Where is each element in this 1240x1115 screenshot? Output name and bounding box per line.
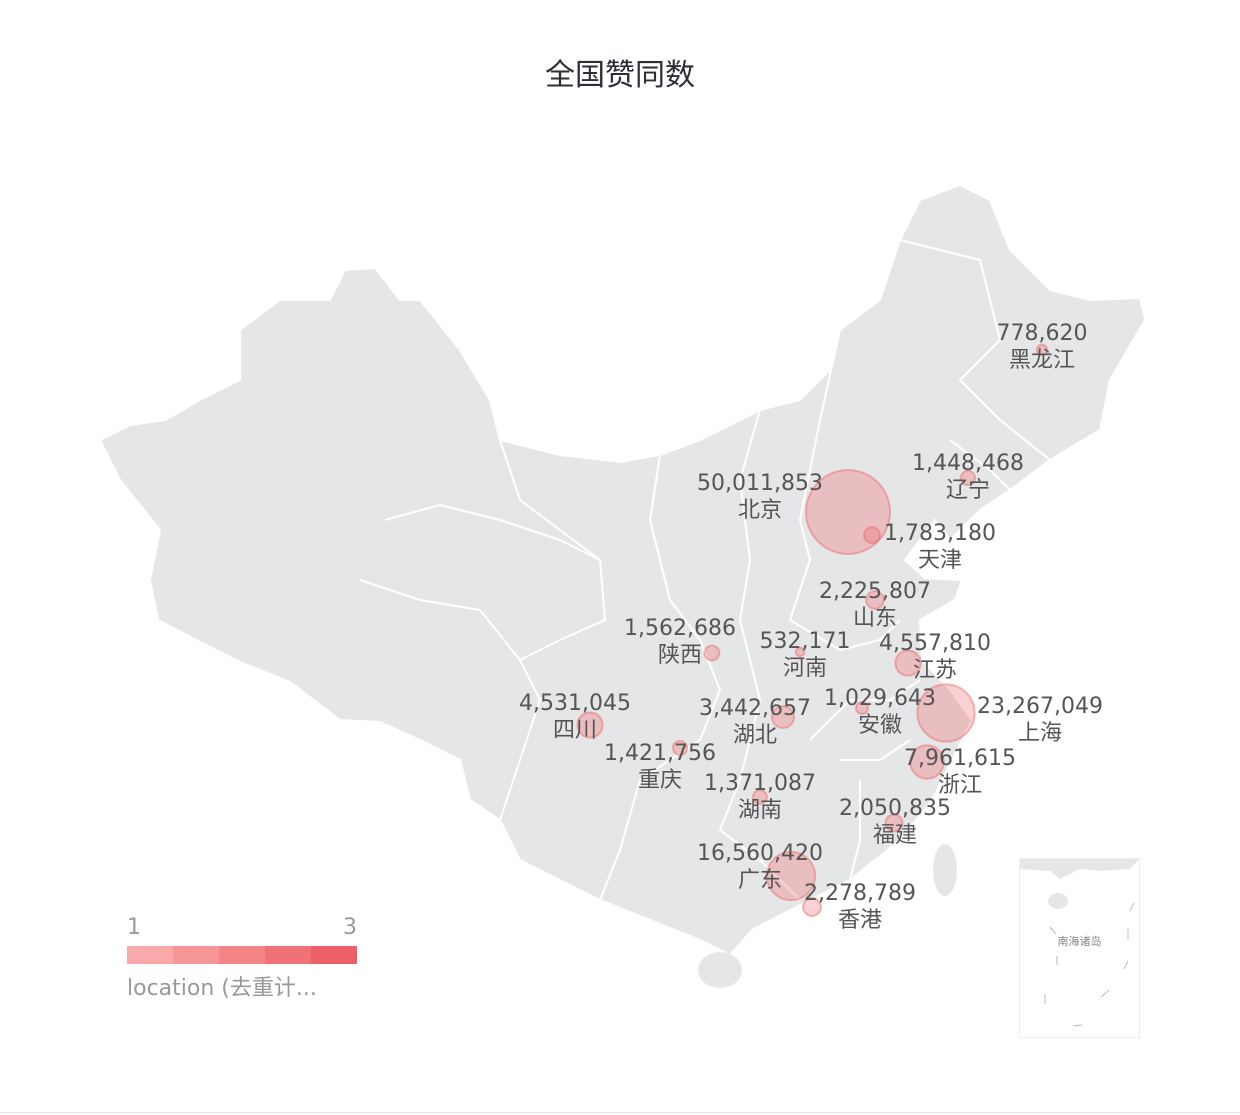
inset-map [1020,859,1139,1027]
province-label: 河南 [783,656,827,681]
map-land [98,183,1147,988]
value-label: 1,421,756 [604,741,716,766]
province-label: 湖北 [733,723,777,748]
province-label: 重庆 [638,768,682,793]
value-label: 4,531,045 [519,691,631,716]
province-label: 陕西 [658,643,702,668]
value-label: 1,371,087 [704,771,816,796]
legend-max: 3 [343,915,357,940]
inset-coast [1020,859,1139,879]
bubble-10[interactable] [863,526,881,544]
bubble-15[interactable] [854,700,870,716]
province-label: 黑龙江 [1009,348,1075,373]
value-label: 2,225,807 [819,579,931,604]
legend-swatch-4[interactable] [311,946,357,964]
province-label: 山东 [853,606,897,631]
bubble-3[interactable] [909,744,945,780]
value-label: 2,050,835 [839,796,951,821]
hainan-island [698,952,742,988]
province-label: 天津 [918,548,962,573]
legend-swatch-0[interactable] [127,946,173,964]
legend-min: 1 [127,915,141,940]
province-label: 北京 [738,498,782,523]
province-label: 福建 [873,823,917,848]
bubble-1[interactable] [916,683,976,743]
bubble-layer [576,343,1049,917]
bubble-0[interactable] [805,469,891,555]
value-label: 1,562,686 [624,616,736,641]
value-label: 2,278,789 [804,881,916,906]
bubble-11[interactable] [703,644,721,662]
province-label: 上海 [1018,721,1062,746]
south-china-sea-inset: 南海诸岛 [1019,858,1140,1038]
legend-swatch-1[interactable] [173,946,219,964]
bubble-14[interactable] [752,789,768,805]
bubble-9[interactable] [884,813,904,833]
province-label: 浙江 [938,773,982,798]
province-borders [359,239,1051,901]
inset-dash-line [1044,902,1135,1027]
province-label: 安徽 [858,713,902,738]
bubble-2[interactable] [765,850,817,902]
legend-color-bar[interactable] [127,946,357,964]
province-label: 广东 [738,868,782,893]
value-label: 23,267,049 [977,694,1103,719]
bubble-4[interactable] [894,649,922,677]
value-label: 778,620 [997,321,1088,346]
taiwan-island [933,844,957,896]
legend-field-label: location (去重计... [127,976,317,1001]
value-label: 532,171 [760,629,851,654]
province-label: 四川 [553,718,597,743]
bubble-12[interactable] [959,469,977,487]
value-label: 1,783,180 [884,521,996,546]
bubble-7[interactable] [802,897,822,917]
province-label: 湖南 [738,798,782,823]
inset-hainan [1048,893,1068,909]
inset-label: 南海诸岛 [1057,935,1102,948]
bubble-6[interactable] [770,704,796,730]
value-label: 4,557,810 [879,631,991,656]
bubble-17[interactable] [794,646,806,658]
province-label: 江苏 [913,658,957,683]
value-label: 50,011,853 [697,471,823,496]
value-label: 1,448,468 [912,451,1024,476]
china-mainland [98,183,1147,957]
value-label: 1,029,643 [824,686,936,711]
province-label: 香港 [838,908,882,933]
province-label: 辽宁 [946,478,990,503]
bubble-5[interactable] [576,711,604,739]
bubble-13[interactable] [671,739,689,757]
divider [0,1112,1240,1113]
legend-swatch-3[interactable] [265,946,311,964]
legend: 1 3 location (去重计... [127,915,357,1002]
bubble-8[interactable] [865,590,885,610]
value-label: 3,442,657 [699,696,811,721]
chart-title: 全国赞同数 [545,58,695,93]
legend-swatch-2[interactable] [219,946,265,964]
value-label: 7,961,615 [904,746,1016,771]
bubble-16[interactable] [1035,343,1049,357]
value-label: 16,560,420 [697,841,823,866]
